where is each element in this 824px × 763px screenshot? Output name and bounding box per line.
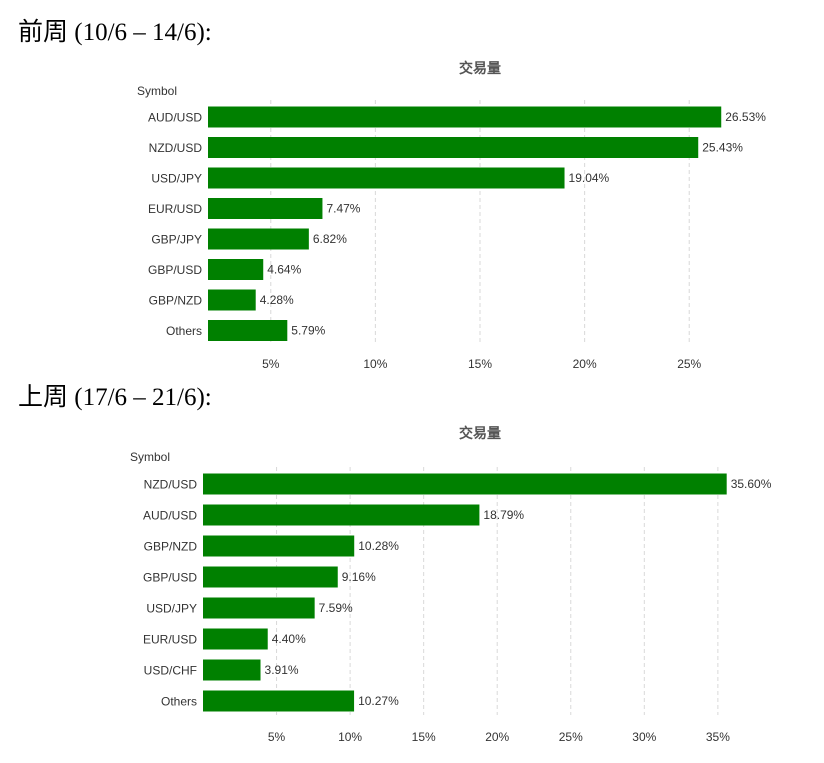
x-tick-label: 10% <box>363 357 387 371</box>
category-label: GBP/USD <box>148 263 202 277</box>
category-label: AUD/USD <box>148 111 202 125</box>
x-tick-label: 25% <box>677 357 701 371</box>
x-tick-label: 20% <box>573 357 597 371</box>
value-label: 4.40% <box>272 632 306 646</box>
bar <box>208 167 565 189</box>
bar <box>203 535 355 557</box>
bar <box>208 320 288 341</box>
value-label: 9.16% <box>342 570 376 584</box>
bar <box>203 659 261 681</box>
bar <box>203 504 480 526</box>
y-axis-label: Symbol <box>137 84 177 98</box>
x-tick-label: 5% <box>262 357 280 371</box>
chart-title: 交易量 <box>459 425 501 441</box>
bar <box>208 198 323 219</box>
week-heading-second: 上周 (17/6 – 21/6): <box>18 384 212 411</box>
bar <box>203 597 315 619</box>
value-label: 19.04% <box>569 171 610 185</box>
bar <box>208 106 722 128</box>
bar <box>208 228 309 250</box>
category-label: GBP/USD <box>143 571 197 585</box>
category-label: EUR/USD <box>148 202 202 216</box>
value-label: 18.79% <box>483 508 524 522</box>
bar <box>203 628 268 650</box>
x-tick-label: 35% <box>706 730 730 744</box>
category-label: GBP/NZD <box>149 294 203 308</box>
bar <box>203 690 355 712</box>
category-label: NZD/USD <box>149 141 203 155</box>
value-label: 10.27% <box>358 694 399 708</box>
x-tick-label: 5% <box>268 730 286 744</box>
volume-chart-second: 交易量 Symbol NZD/USD 35.60% AUD/USD 18.79% GBP/N… <box>130 425 772 744</box>
bar <box>208 289 256 311</box>
value-label: 4.28% <box>260 293 294 307</box>
category-label: EUR/USD <box>143 633 197 647</box>
bar <box>208 259 264 280</box>
category-label: Others <box>161 695 197 709</box>
category-label: Others <box>166 324 202 338</box>
category-label: USD/JPY <box>151 172 202 186</box>
value-label: 10.28% <box>358 539 399 553</box>
x-tick-label: 30% <box>632 730 656 744</box>
x-tick-label: 15% <box>412 730 436 744</box>
category-label: NZD/USD <box>144 478 198 492</box>
category-label: GBP/JPY <box>151 233 202 247</box>
x-tick-label: 15% <box>468 357 492 371</box>
x-tick-label: 25% <box>559 730 583 744</box>
value-label: 26.53% <box>725 110 766 124</box>
value-label: 3.91% <box>265 663 299 677</box>
bar <box>203 473 727 495</box>
value-label: 5.79% <box>291 324 325 338</box>
bar <box>208 137 699 158</box>
value-label: 35.60% <box>731 477 772 491</box>
category-label: USD/JPY <box>146 602 197 616</box>
volume-chart-first: 交易量 Symbol AUD/USD 26.53% NZD/USD 25.43% USD/J… <box>137 60 766 371</box>
value-label: 25.43% <box>702 141 743 155</box>
x-tick-label: 10% <box>338 730 362 744</box>
category-label: USD/CHF <box>144 664 197 678</box>
value-label: 7.47% <box>326 202 360 216</box>
bar <box>203 566 338 588</box>
week-heading-first: 前周 (10/6 – 14/6): <box>18 19 212 46</box>
value-label: 6.82% <box>313 232 347 246</box>
x-tick-label: 20% <box>485 730 509 744</box>
value-label: 7.59% <box>319 601 353 615</box>
category-label: AUD/USD <box>143 509 197 523</box>
chart-title: 交易量 <box>459 60 501 76</box>
category-label: GBP/NZD <box>144 540 198 554</box>
y-axis-label: Symbol <box>130 450 170 464</box>
value-label: 4.64% <box>267 263 301 277</box>
